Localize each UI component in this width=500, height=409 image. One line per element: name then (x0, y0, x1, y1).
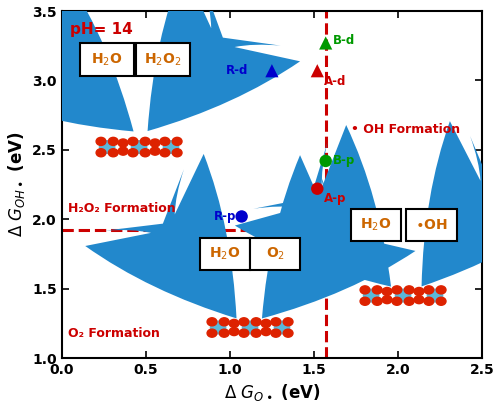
Point (322, 40, 330, 46)
Y-axis label: $\Delta\ G_{OH\bullet}$ (eV): $\Delta\ G_{OH\bullet}$ (eV) (6, 132, 26, 237)
Circle shape (424, 297, 434, 305)
FancyBboxPatch shape (80, 43, 134, 76)
Circle shape (164, 141, 178, 153)
Circle shape (128, 149, 138, 157)
Circle shape (274, 321, 289, 334)
Circle shape (261, 328, 271, 336)
Circle shape (140, 149, 150, 157)
Circle shape (271, 329, 281, 337)
Circle shape (404, 286, 414, 294)
FancyBboxPatch shape (351, 209, 402, 241)
Circle shape (207, 329, 217, 337)
Circle shape (118, 139, 128, 147)
Circle shape (392, 297, 402, 305)
FancyArrowPatch shape (0, 0, 134, 131)
FancyArrowPatch shape (262, 155, 416, 319)
Text: H₂O₂ Formation: H₂O₂ Formation (68, 202, 176, 215)
Circle shape (172, 149, 182, 157)
Circle shape (96, 149, 106, 157)
Text: H$_2$O$_2$: H$_2$O$_2$ (144, 52, 182, 68)
Circle shape (150, 147, 160, 155)
Circle shape (382, 288, 392, 296)
Circle shape (396, 289, 410, 302)
Text: A-p: A-p (324, 192, 346, 205)
Circle shape (108, 149, 118, 157)
Text: • OH Formation: • OH Formation (351, 123, 460, 135)
Point (268, 67, 276, 74)
Text: B-p: B-p (332, 155, 354, 167)
Circle shape (436, 297, 446, 305)
Circle shape (424, 286, 434, 294)
Circle shape (140, 137, 150, 146)
Circle shape (404, 297, 414, 305)
Circle shape (414, 288, 424, 296)
Circle shape (160, 149, 170, 157)
Text: H$_2$O: H$_2$O (92, 52, 123, 68)
Text: B-d: B-d (332, 34, 354, 47)
Point (322, 158, 330, 164)
Circle shape (252, 329, 261, 337)
Circle shape (414, 296, 424, 303)
Circle shape (128, 137, 138, 146)
Circle shape (271, 318, 281, 326)
Circle shape (392, 286, 402, 294)
Text: $\bullet$OH: $\bullet$OH (415, 218, 448, 232)
Text: A-d: A-d (324, 75, 346, 88)
Text: H$_2$O: H$_2$O (360, 217, 392, 233)
FancyBboxPatch shape (200, 238, 250, 270)
Text: O₂ Formation: O₂ Formation (68, 327, 160, 340)
FancyArrowPatch shape (85, 154, 236, 318)
Circle shape (172, 137, 182, 146)
Circle shape (428, 289, 442, 302)
Circle shape (239, 329, 249, 337)
FancyBboxPatch shape (250, 238, 300, 270)
Circle shape (150, 139, 160, 147)
Circle shape (364, 289, 379, 302)
Circle shape (436, 286, 446, 294)
Circle shape (283, 329, 293, 337)
Point (314, 67, 322, 74)
Point (238, 213, 246, 220)
Circle shape (108, 137, 118, 146)
Circle shape (229, 328, 239, 336)
Circle shape (118, 147, 128, 155)
Circle shape (360, 297, 370, 305)
FancyArrowPatch shape (235, 125, 391, 287)
Circle shape (229, 319, 239, 328)
Circle shape (382, 296, 392, 303)
X-axis label: $\Delta\ G_{O\bullet}$ (eV): $\Delta\ G_{O\bullet}$ (eV) (224, 382, 320, 403)
Circle shape (100, 141, 115, 153)
FancyArrowPatch shape (148, 0, 300, 131)
Circle shape (96, 137, 106, 146)
Circle shape (220, 318, 229, 326)
Circle shape (132, 141, 146, 153)
Circle shape (239, 318, 249, 326)
Circle shape (160, 137, 170, 146)
Circle shape (372, 297, 382, 305)
Circle shape (242, 321, 258, 334)
Text: pH= 14: pH= 14 (70, 22, 133, 37)
Circle shape (360, 286, 370, 294)
Circle shape (261, 319, 271, 328)
FancyBboxPatch shape (136, 43, 190, 76)
Text: R-p: R-p (214, 210, 236, 223)
Circle shape (210, 321, 226, 334)
Text: O$_2$: O$_2$ (266, 246, 285, 262)
Circle shape (252, 318, 261, 326)
Circle shape (220, 329, 229, 337)
Text: H$_2$O: H$_2$O (209, 246, 240, 262)
Point (314, 185, 322, 192)
Circle shape (372, 286, 382, 294)
Circle shape (207, 318, 217, 326)
FancyBboxPatch shape (406, 209, 457, 241)
FancyArrowPatch shape (422, 121, 500, 286)
Circle shape (283, 318, 293, 326)
Text: R-d: R-d (226, 64, 248, 77)
